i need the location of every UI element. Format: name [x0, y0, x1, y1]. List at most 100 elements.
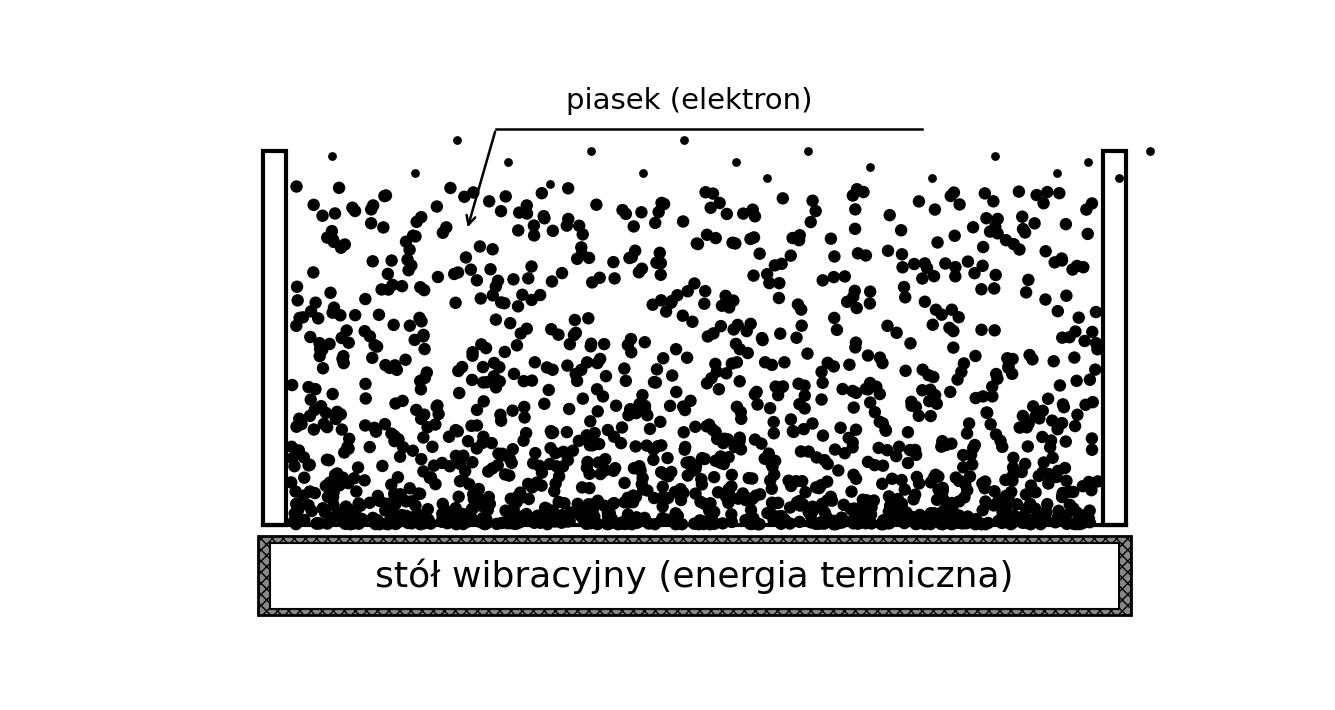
Point	[905, 401, 926, 413]
Point	[930, 518, 952, 530]
Point	[316, 422, 338, 433]
Point	[834, 271, 856, 282]
Point	[956, 518, 977, 529]
Point	[316, 232, 338, 244]
Point	[789, 496, 810, 507]
Point	[414, 344, 435, 355]
Point	[1036, 506, 1057, 518]
Point	[964, 518, 985, 529]
Point	[431, 516, 453, 528]
Point	[914, 518, 936, 530]
Point	[384, 518, 406, 529]
Point	[327, 468, 348, 479]
Point	[940, 190, 961, 202]
Point	[856, 518, 877, 529]
Point	[1011, 511, 1032, 523]
Point	[953, 358, 975, 369]
Point	[877, 320, 898, 332]
Point	[376, 498, 398, 510]
Point	[957, 256, 979, 267]
Point	[1073, 335, 1095, 346]
Point	[380, 428, 402, 439]
Point	[557, 516, 578, 528]
Point	[421, 471, 442, 483]
Point	[925, 469, 947, 481]
Point	[984, 324, 1005, 336]
Point	[844, 223, 865, 234]
Point	[406, 216, 427, 227]
Point	[790, 304, 812, 315]
Point	[304, 404, 326, 415]
Point	[1012, 410, 1033, 422]
Point	[1039, 469, 1060, 480]
Point	[1012, 517, 1033, 528]
Point	[694, 516, 716, 528]
Point	[410, 383, 431, 395]
Point	[626, 513, 647, 524]
Point	[491, 518, 513, 529]
Point	[960, 471, 981, 482]
Point	[737, 347, 758, 359]
Point	[371, 460, 392, 471]
Point	[802, 501, 824, 513]
Point	[988, 495, 1009, 506]
Point	[1045, 517, 1067, 528]
Point	[294, 515, 315, 526]
Point	[320, 287, 342, 298]
Point	[943, 511, 964, 523]
Point	[646, 364, 668, 375]
Point	[331, 424, 352, 435]
Point	[505, 493, 526, 505]
Point	[824, 312, 845, 324]
Point	[359, 497, 380, 508]
Point	[586, 383, 607, 395]
Point	[932, 515, 953, 526]
Point	[1077, 156, 1099, 168]
Point	[590, 469, 611, 480]
Point	[523, 517, 545, 528]
Point	[475, 514, 497, 525]
Point	[921, 173, 943, 184]
Point	[754, 356, 776, 368]
Point	[463, 187, 485, 198]
Point	[288, 444, 310, 456]
Point	[603, 465, 625, 476]
Point	[713, 437, 734, 449]
Point	[490, 409, 511, 420]
Point	[984, 151, 1005, 162]
Point	[905, 515, 926, 527]
Point	[924, 391, 945, 403]
Point	[292, 490, 314, 501]
Point	[1000, 516, 1021, 528]
Point	[542, 505, 563, 516]
Point	[697, 229, 718, 241]
Point	[665, 516, 686, 528]
Point	[507, 491, 529, 502]
Point	[890, 474, 912, 486]
Point	[912, 385, 933, 396]
Point	[449, 491, 470, 503]
Point	[840, 503, 861, 515]
Point	[413, 331, 434, 342]
Point	[413, 466, 434, 477]
Point	[824, 251, 845, 262]
Point	[378, 268, 399, 280]
Point	[845, 342, 866, 353]
Point	[602, 498, 623, 510]
Point	[338, 443, 359, 454]
Point	[893, 518, 914, 529]
Point	[427, 271, 449, 283]
Point	[1036, 498, 1057, 510]
Point	[936, 439, 957, 451]
Point	[579, 482, 601, 493]
Point	[889, 514, 910, 525]
Point	[885, 450, 906, 462]
Point	[543, 486, 565, 497]
Point	[1069, 518, 1091, 530]
Point	[948, 496, 969, 507]
Point	[343, 473, 364, 484]
Point	[300, 394, 322, 405]
Point	[981, 381, 1003, 393]
Point	[761, 509, 782, 520]
Point	[881, 473, 902, 484]
